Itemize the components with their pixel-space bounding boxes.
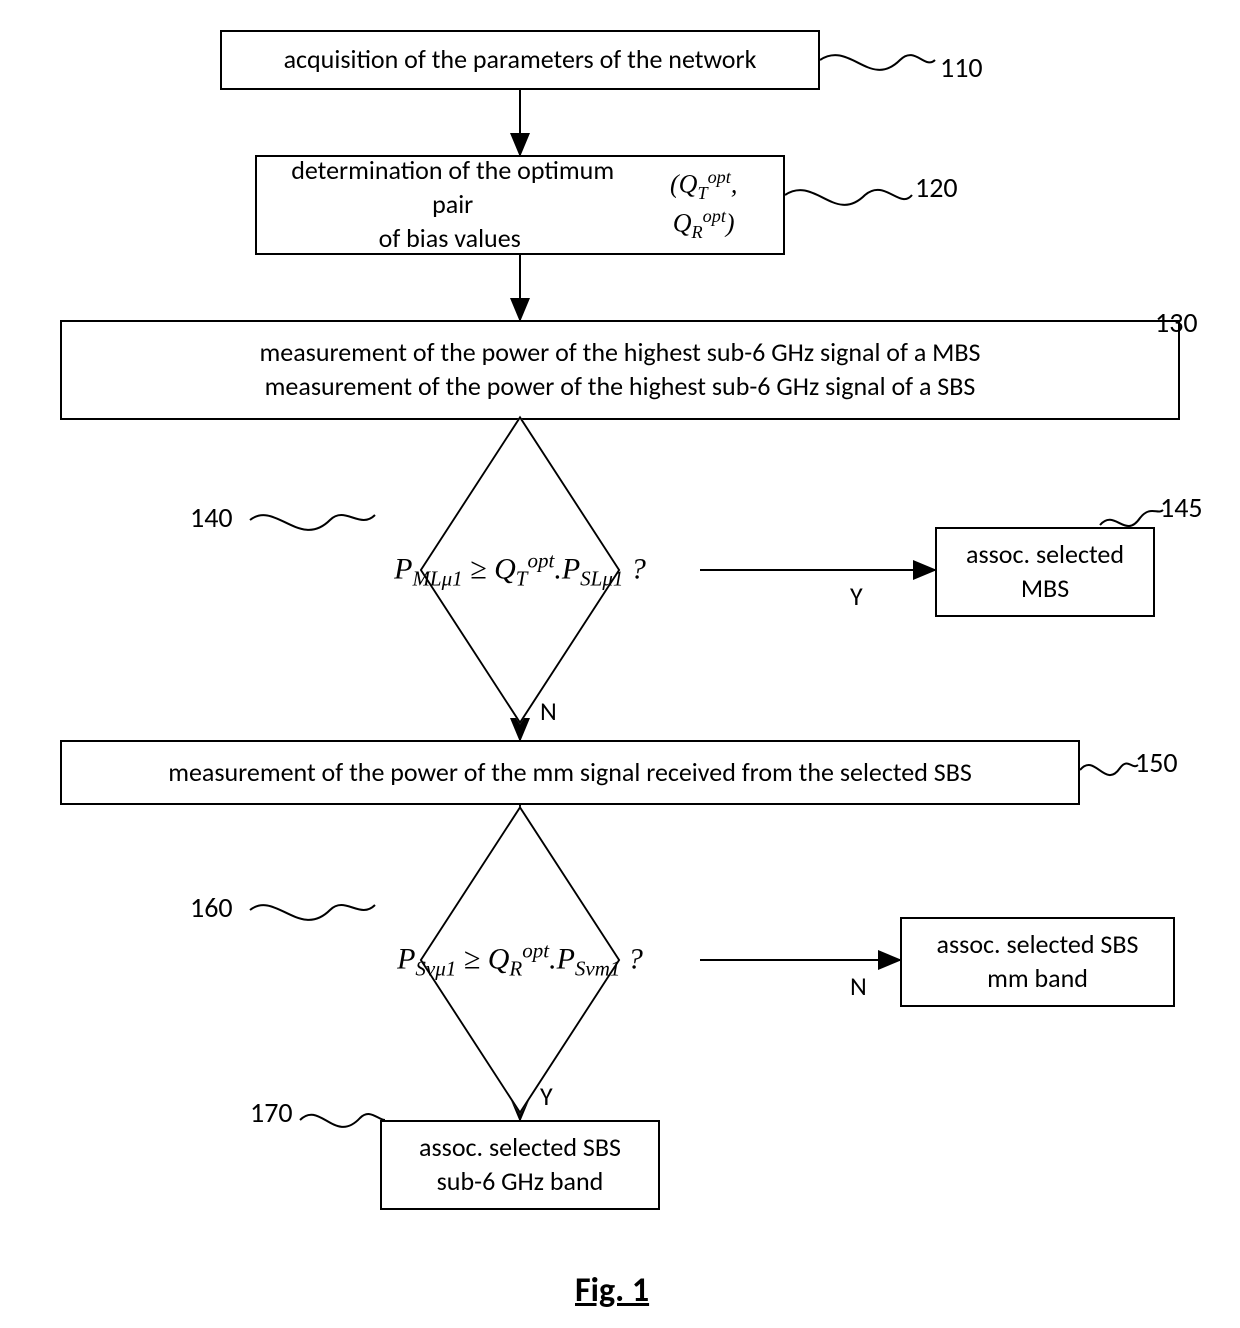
step-150-measure-mm: measurement of the power of the mm signa… (60, 740, 1080, 805)
decision-140: PMLμ1 ≥ QTopt.PSLμ1 ? (430, 480, 610, 660)
edge-label-160-no: N (850, 970, 867, 1002)
step-120-bias-values: determination of the optimum pairof bias… (255, 155, 785, 255)
step-assoc-sbs-mm: assoc. selected SBSmm band (900, 917, 1175, 1007)
decision-160-text: PSvμ1 ≥ QRopt.PSvm1 ? (397, 939, 643, 982)
step-145-assoc-mbs: assoc. selectedMBS (935, 527, 1155, 617)
edge-label-160-yes: Y (540, 1080, 553, 1112)
ref-label-160: 160 (190, 890, 233, 925)
ref-label-120: 120 (915, 170, 958, 205)
ref-label-170: 170 (250, 1095, 293, 1130)
ref-label-130: 130 (1155, 305, 1198, 340)
step-110-acquisition: acquisition of the parameters of the net… (220, 30, 820, 90)
decision-140-text: PMLμ1 ≥ QTopt.PSLμ1 ? (394, 549, 646, 592)
ref-label-150: 150 (1135, 745, 1178, 780)
ref-label-110: 110 (940, 50, 983, 85)
edge-label-140-no: N (540, 695, 557, 727)
step-130-measure-power: measurement of the power of the highest … (60, 320, 1180, 420)
figure-caption: Fig. 1 (575, 1270, 649, 1311)
edge-label-140-yes: Y (850, 580, 863, 612)
ref-label-145: 145 (1160, 490, 1203, 525)
step-170-assoc-sbs-sub6: assoc. selected SBSsub-6 GHz band (380, 1120, 660, 1210)
ref-label-140: 140 (190, 500, 233, 535)
decision-160: PSvμ1 ≥ QRopt.PSvm1 ? (430, 870, 610, 1050)
